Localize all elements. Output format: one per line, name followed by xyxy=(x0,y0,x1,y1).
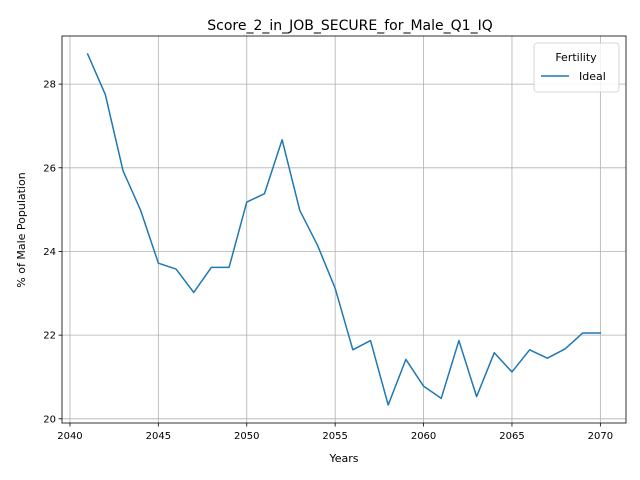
x-tick-label: 2045 xyxy=(146,431,171,442)
x-axis-label: Years xyxy=(328,452,358,465)
y-axis-label: % of Male Population xyxy=(15,172,28,287)
x-tick-label: 2065 xyxy=(499,431,524,442)
series-layer xyxy=(86,53,602,406)
y-tick-label: 24 xyxy=(43,247,56,258)
y-tick-label: 22 xyxy=(43,331,56,342)
x-tick-label: 2060 xyxy=(411,431,436,442)
legend-title: Fertility xyxy=(555,51,597,64)
x-tick-label: 2055 xyxy=(322,431,347,442)
y-tick-label: 26 xyxy=(43,163,56,174)
plot-frame xyxy=(61,35,627,424)
x-tick-label: 2050 xyxy=(234,431,259,442)
series-line-ideal xyxy=(86,53,602,406)
y-axis-ticks: 20 22 24 26 28 xyxy=(43,80,62,425)
legend-box xyxy=(533,42,620,93)
legend: Fertility Ideal xyxy=(533,42,620,93)
y-tick-label: 20 xyxy=(43,414,56,425)
x-axis-ticks: 2040 2045 2050 2055 2060 2065 2070 xyxy=(57,423,613,442)
x-tick-label: 2040 xyxy=(57,431,82,442)
grid xyxy=(62,36,626,423)
x-tick-label: 2070 xyxy=(588,431,613,442)
y-tick-label: 28 xyxy=(43,80,56,91)
chart-title: Score_2_in_JOB_SECURE_for_Male_Q1_IQ xyxy=(207,18,492,34)
legend-label-ideal: Ideal xyxy=(579,70,606,83)
